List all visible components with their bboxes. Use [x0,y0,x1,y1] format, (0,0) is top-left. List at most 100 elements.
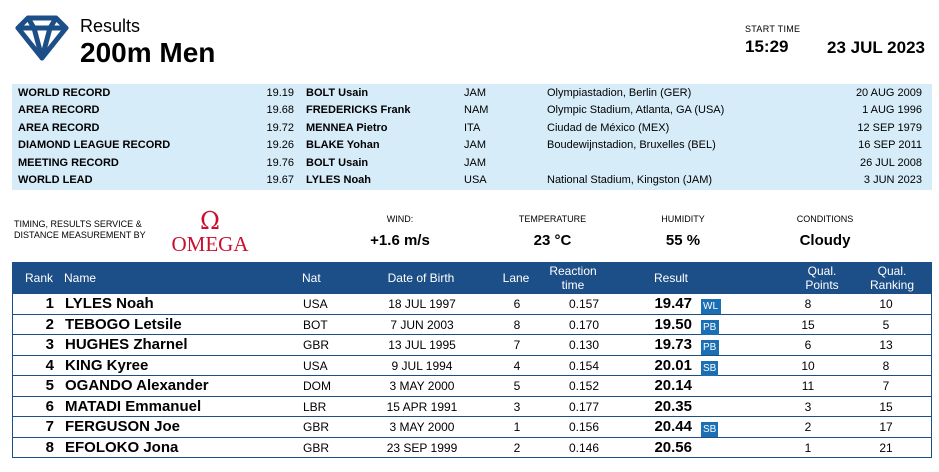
result-cell: 20.35 [654,397,692,415]
lane-cell: 3 [513,399,521,414]
record-row: MEETING RECORD 19.76 BOLT Usain JAM 26 JUL 2… [12,155,932,172]
qual-ranking-cell: 8 [882,358,890,373]
omega-logo-icon: Ω OMEGA [172,207,250,256]
record-name: AREA RECORD [18,104,100,117]
result-cell: 19.47 [654,295,692,312]
athlete-name-cell: OGANDO Alexander [65,377,209,394]
result-cell: 20.14 [654,377,692,394]
athlete-name-cell: EFOLOKO Jona [65,438,179,456]
record-row: WORLD RECORD 19.19 BOLT Usain JAM Olympiasta… [12,85,932,102]
record-date: 12 SEP 1979 [857,121,922,134]
nat-cell: GBR [303,338,330,352]
event-date: 23 JUL 2023 [827,38,925,57]
record-name: AREA RECORD [18,121,100,134]
record-mark: 19.76 [266,156,294,169]
header-qual-points-line1: Qual. [807,264,837,278]
lane-cell: 6 [513,297,521,311]
conditions-box: CONDITIONS Cloudy [785,214,865,249]
lane-cell: 1 [513,420,521,434]
record-name: WORLD RECORD [18,87,111,99]
reaction-time-cell: 0.146 [568,440,600,455]
reaction-time-cell: 0.177 [568,399,600,414]
records-panel: WORLD RECORD 19.19 BOLT Usain JAM Olympiasta… [12,84,932,190]
athlete-name-cell: HUGHES Zharnel [65,336,188,353]
record-badge: WL [701,299,720,314]
nat-cell: DOM [303,379,331,393]
record-athlete: FREDERICKS Frank [306,104,411,117]
nat-cell: LBR [303,399,327,414]
svg-text:Ω: Ω [200,207,220,235]
record-athlete: BOLT Usain [306,156,369,169]
nat-cell: BOT [303,317,328,332]
record-venue: Ciudad de México (MEX) [547,121,670,134]
header-nat: Nat [302,271,321,285]
record-venue: Olympiastadion, Berlin (GER) [547,87,692,99]
record-venue: National Stadium, Kingston (JAM) [547,173,713,186]
wind-value: +1.6 m/s [370,232,430,249]
qual-points-cell: 1 [804,440,812,455]
lane-cell: 4 [513,358,521,373]
record-nat: ITA [464,121,481,134]
reaction-time-cell: 0.157 [568,297,600,311]
nat-cell: USA [303,358,328,373]
qual-points-cell: 3 [804,399,812,414]
result-cell: 20.01 [654,356,692,374]
qual-points-cell: 15 [801,317,815,332]
rank-cell: 2 [45,315,54,333]
record-athlete: BOLT Usain [306,87,369,99]
athlete-name-cell: LYLES Noah [65,295,154,312]
conditions-label: CONDITIONS [796,214,854,224]
record-row: DIAMOND LEAGUE RECORD 19.26 BLAKE Yohan JAM… [12,137,932,154]
record-name: WORLD LEAD [18,173,93,186]
header-reaction: Reaction time [532,264,614,292]
record-date: 16 SEP 2011 [858,139,922,152]
record-row: AREA RECORD 19.68 FREDERICKS Frank NAM Olymp… [12,102,932,119]
diamond-league-logo-icon [15,15,69,61]
table-row: 3 HUGHES Zharnel GBR 13 JUL 1995 7 0.130 19.73… [13,335,931,356]
qual-points-cell: 10 [801,358,815,373]
header-rank: Rank [24,271,53,285]
qual-ranking-cell: 15 [879,399,893,414]
lane-cell: 7 [513,338,521,352]
qual-points-cell: 8 [804,297,812,311]
rank-cell: 4 [45,356,54,374]
header-qual-ranking: Qual. Ranking [857,264,927,292]
page-title: 200m Men [80,37,216,68]
table-row: 4 KING Kyree USA 9 JUL 1994 4 0.154 20.01 SB 10 8 [13,356,931,376]
qual-points-cell: 2 [804,420,812,434]
nat-cell: GBR [303,420,330,434]
record-badge: SB [701,422,719,437]
qual-ranking-cell: 7 [882,379,890,393]
qual-ranking-cell: 5 [882,317,890,332]
athlete-name-cell: MATADI Emmanuel [65,397,202,415]
table-header: Rank Name Nat Date of Birth Lane Reactio… [12,262,932,294]
record-nat: JAM [464,139,486,152]
dob-cell: 13 JUL 1995 [388,338,456,352]
temperature-label: TEMPERATURE [518,214,587,224]
rank-cell: 5 [45,377,54,394]
rank-cell: 7 [45,418,54,435]
record-mark: 19.68 [266,104,294,117]
lane-cell: 5 [513,379,521,393]
record-nat: USA [464,173,487,186]
page-subtitle: Results [80,16,141,36]
record-mark: 19.19 [266,87,294,99]
conditions-strip: TIMING, RESULTS SERVICE & DISTANCE MEASU… [0,205,939,260]
reaction-time-cell: 0.152 [568,379,600,393]
record-athlete: LYLES Noah [306,173,371,186]
result-cell: 20.56 [654,438,692,456]
header-qual-points: Qual. Points [787,264,857,292]
humidity-value: 55 % [665,232,701,249]
record-row: AREA RECORD 19.72 MENNEA Pietro ITA Ciudad d… [12,120,932,137]
record-athlete: MENNEA Pietro [306,121,388,134]
dob-cell: 18 JUL 1997 [388,297,456,311]
nat-cell: USA [303,297,328,311]
lane-cell: 2 [513,440,521,455]
conditions-value: Cloudy [799,232,851,249]
qual-ranking-cell: 21 [879,440,893,455]
header-qual-ranking-line2: Ranking [869,278,915,292]
nat-cell: GBR [303,440,330,455]
athlete-name-cell: FERGUSON Joe [65,418,181,435]
record-name: MEETING RECORD [18,156,119,169]
